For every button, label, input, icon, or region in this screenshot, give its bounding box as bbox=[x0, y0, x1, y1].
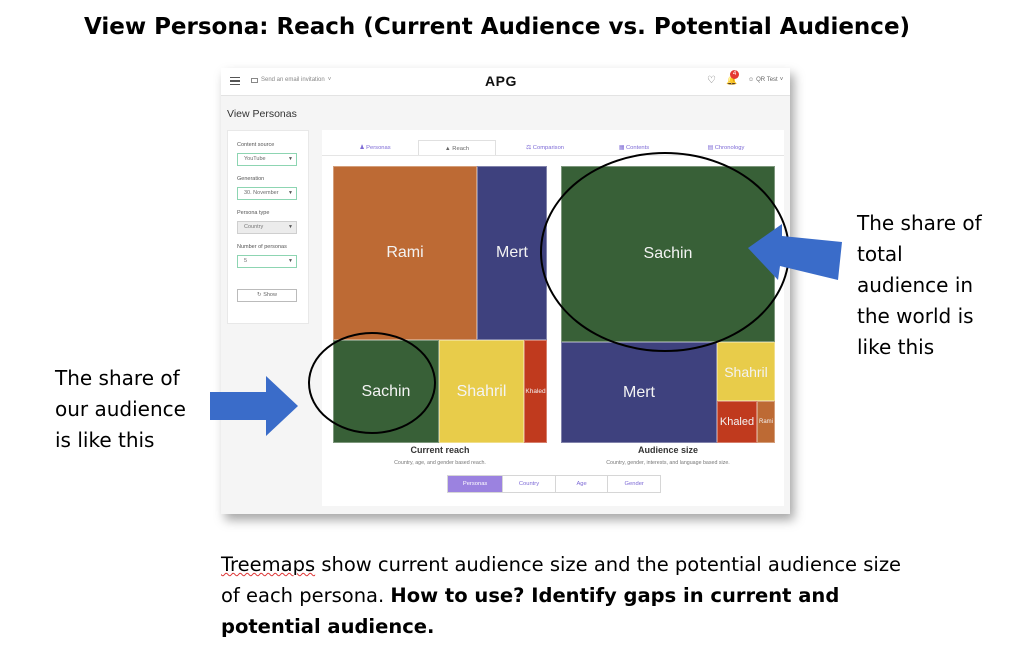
generation-label: Generation bbox=[237, 176, 265, 182]
generation-select[interactable]: 30. November ▼ bbox=[237, 187, 297, 200]
refresh-icon: ↻ bbox=[257, 292, 262, 298]
current-reach-subtitle: Country, age, and gender based reach. bbox=[394, 460, 486, 466]
grid-icon: ▦ bbox=[618, 145, 625, 151]
top-bar: Send an email invitation ˅ APG ♡ 🔔 4 ☺ Q… bbox=[221, 68, 790, 96]
balance-icon: ⚖ bbox=[525, 145, 532, 151]
persona-type-value: Country bbox=[244, 224, 264, 230]
generation-value: 30. November bbox=[244, 190, 279, 196]
book-icon: ▤ bbox=[707, 145, 714, 151]
bars-icon: ▲ bbox=[444, 146, 451, 152]
tab-personas[interactable]: ♟ Personas bbox=[350, 140, 400, 156]
chevron-down-icon: ˅ bbox=[779, 77, 784, 83]
tab-divider bbox=[322, 155, 784, 156]
notification-icon[interactable]: 🔔 bbox=[726, 75, 738, 85]
annotation-line: The share of bbox=[55, 366, 180, 390]
tab-label: Reach bbox=[452, 146, 470, 152]
current-reach-title: Current reach bbox=[410, 445, 470, 455]
caret-down-icon: ▼ bbox=[288, 190, 293, 196]
people-icon: ♟ bbox=[359, 145, 365, 151]
audience-size-title: Audience size bbox=[637, 445, 699, 455]
treemap-cell-khaled-current[interactable]: Khaled bbox=[524, 340, 547, 443]
annotation-line: like this bbox=[857, 335, 935, 359]
caption-keyword: Treemaps bbox=[221, 553, 316, 576]
annotation-line: the world is bbox=[857, 304, 974, 328]
caption-emphasis: How to use? Identify gaps in current and… bbox=[221, 584, 840, 638]
number-of-personas-label: Number of personas bbox=[237, 244, 287, 250]
app-logo: APG bbox=[485, 73, 517, 89]
slide-title: View Persona: Reach (Current Audience vs… bbox=[83, 14, 911, 40]
user-menu[interactable]: ☺ QR Test ˅ bbox=[748, 77, 783, 83]
segment-age[interactable]: Age bbox=[556, 476, 609, 492]
treemap-cell-mert-current[interactable]: Mert bbox=[477, 166, 547, 340]
treemap-cell-rami-current[interactable]: Rami bbox=[333, 166, 477, 340]
annotation-line: is like this bbox=[55, 428, 155, 452]
treemap-cell-mert-potential[interactable]: Mert bbox=[561, 342, 717, 443]
heart-icon[interactable]: ♡ bbox=[707, 75, 716, 86]
tab-bar: ♟ Personas ▲ Reach ⚖ Comparison ▦ Conten… bbox=[322, 140, 784, 156]
number-of-personas-select[interactable]: 5 ▼ bbox=[237, 255, 297, 268]
chevron-down-icon: ˅ bbox=[327, 77, 332, 83]
menu-icon[interactable] bbox=[230, 77, 240, 85]
annotation-line: our audience bbox=[55, 397, 186, 421]
arrow-right-icon bbox=[210, 376, 298, 436]
treemap-cell-rami-potential[interactable]: Rami bbox=[757, 401, 775, 443]
segment-gender[interactable]: Gender bbox=[624, 481, 644, 487]
caption: Treemaps show current audience size and … bbox=[221, 549, 921, 642]
page-heading: View Personas bbox=[227, 108, 297, 120]
content-source-label: Content source bbox=[237, 142, 275, 148]
audience-size-subtitle: Country, gender, interests, and language… bbox=[606, 460, 730, 466]
tab-label: Comparison bbox=[532, 145, 565, 151]
caret-down-icon: ▼ bbox=[288, 156, 293, 162]
show-button-label: Show bbox=[263, 292, 277, 298]
treemap-cell-shahril-current[interactable]: Shahril bbox=[439, 340, 524, 443]
tab-label: Contents bbox=[625, 145, 650, 151]
treemap-cell-shahril-potential[interactable]: Shahril bbox=[717, 342, 775, 401]
notification-badge: 4 bbox=[730, 70, 739, 79]
mail-icon bbox=[251, 77, 258, 83]
tab-chronology[interactable]: ▤ Chronology bbox=[696, 140, 756, 156]
caret-down-icon: ▼ bbox=[288, 224, 293, 230]
tab-comparison[interactable]: ⚖ Comparison bbox=[512, 140, 578, 156]
breakdown-toggle: Personas Country Age Gender bbox=[447, 475, 661, 493]
arrow-left-icon bbox=[748, 224, 842, 280]
caret-down-icon: ▼ bbox=[288, 258, 293, 264]
annotation-potential: The share of total audience in the world… bbox=[857, 208, 1017, 363]
segment-country[interactable]: Country bbox=[503, 476, 556, 492]
persona-type-select[interactable]: Country ▼ bbox=[237, 221, 297, 234]
tab-contents[interactable]: ▦ Contents bbox=[609, 140, 659, 156]
caption-text: show current audience size and the poten… bbox=[221, 553, 902, 607]
highlight-circle-current bbox=[308, 332, 436, 434]
filter-panel: Content source YouTube ▼ Generation 30. N… bbox=[227, 130, 309, 324]
invite-label: Send an email invitation bbox=[261, 77, 325, 83]
content-source-select[interactable]: YouTube ▼ bbox=[237, 153, 297, 166]
tab-label: Chronology bbox=[714, 145, 745, 151]
tab-label: Personas bbox=[366, 145, 391, 151]
user-label: QR Test bbox=[756, 77, 778, 83]
segment-personas[interactable]: Personas bbox=[448, 476, 504, 492]
show-button[interactable]: ↻ Show bbox=[237, 289, 297, 302]
content-source-value: YouTube bbox=[244, 156, 266, 162]
treemap-cell-khaled-potential[interactable]: Khaled bbox=[717, 401, 757, 443]
user-icon: ☺ bbox=[748, 77, 755, 83]
annotation-current: The share of our audience is like this bbox=[55, 363, 205, 456]
tab-reach[interactable]: ▲ Reach bbox=[418, 140, 496, 156]
persona-type-label: Persona type bbox=[237, 210, 270, 216]
annotation-line: audience in bbox=[857, 273, 974, 297]
number-of-personas-value: 5 bbox=[244, 258, 248, 264]
annotation-line: The share of bbox=[857, 211, 982, 235]
annotation-line: total bbox=[857, 242, 903, 266]
email-invite-button[interactable]: Send an email invitation ˅ bbox=[251, 77, 331, 83]
